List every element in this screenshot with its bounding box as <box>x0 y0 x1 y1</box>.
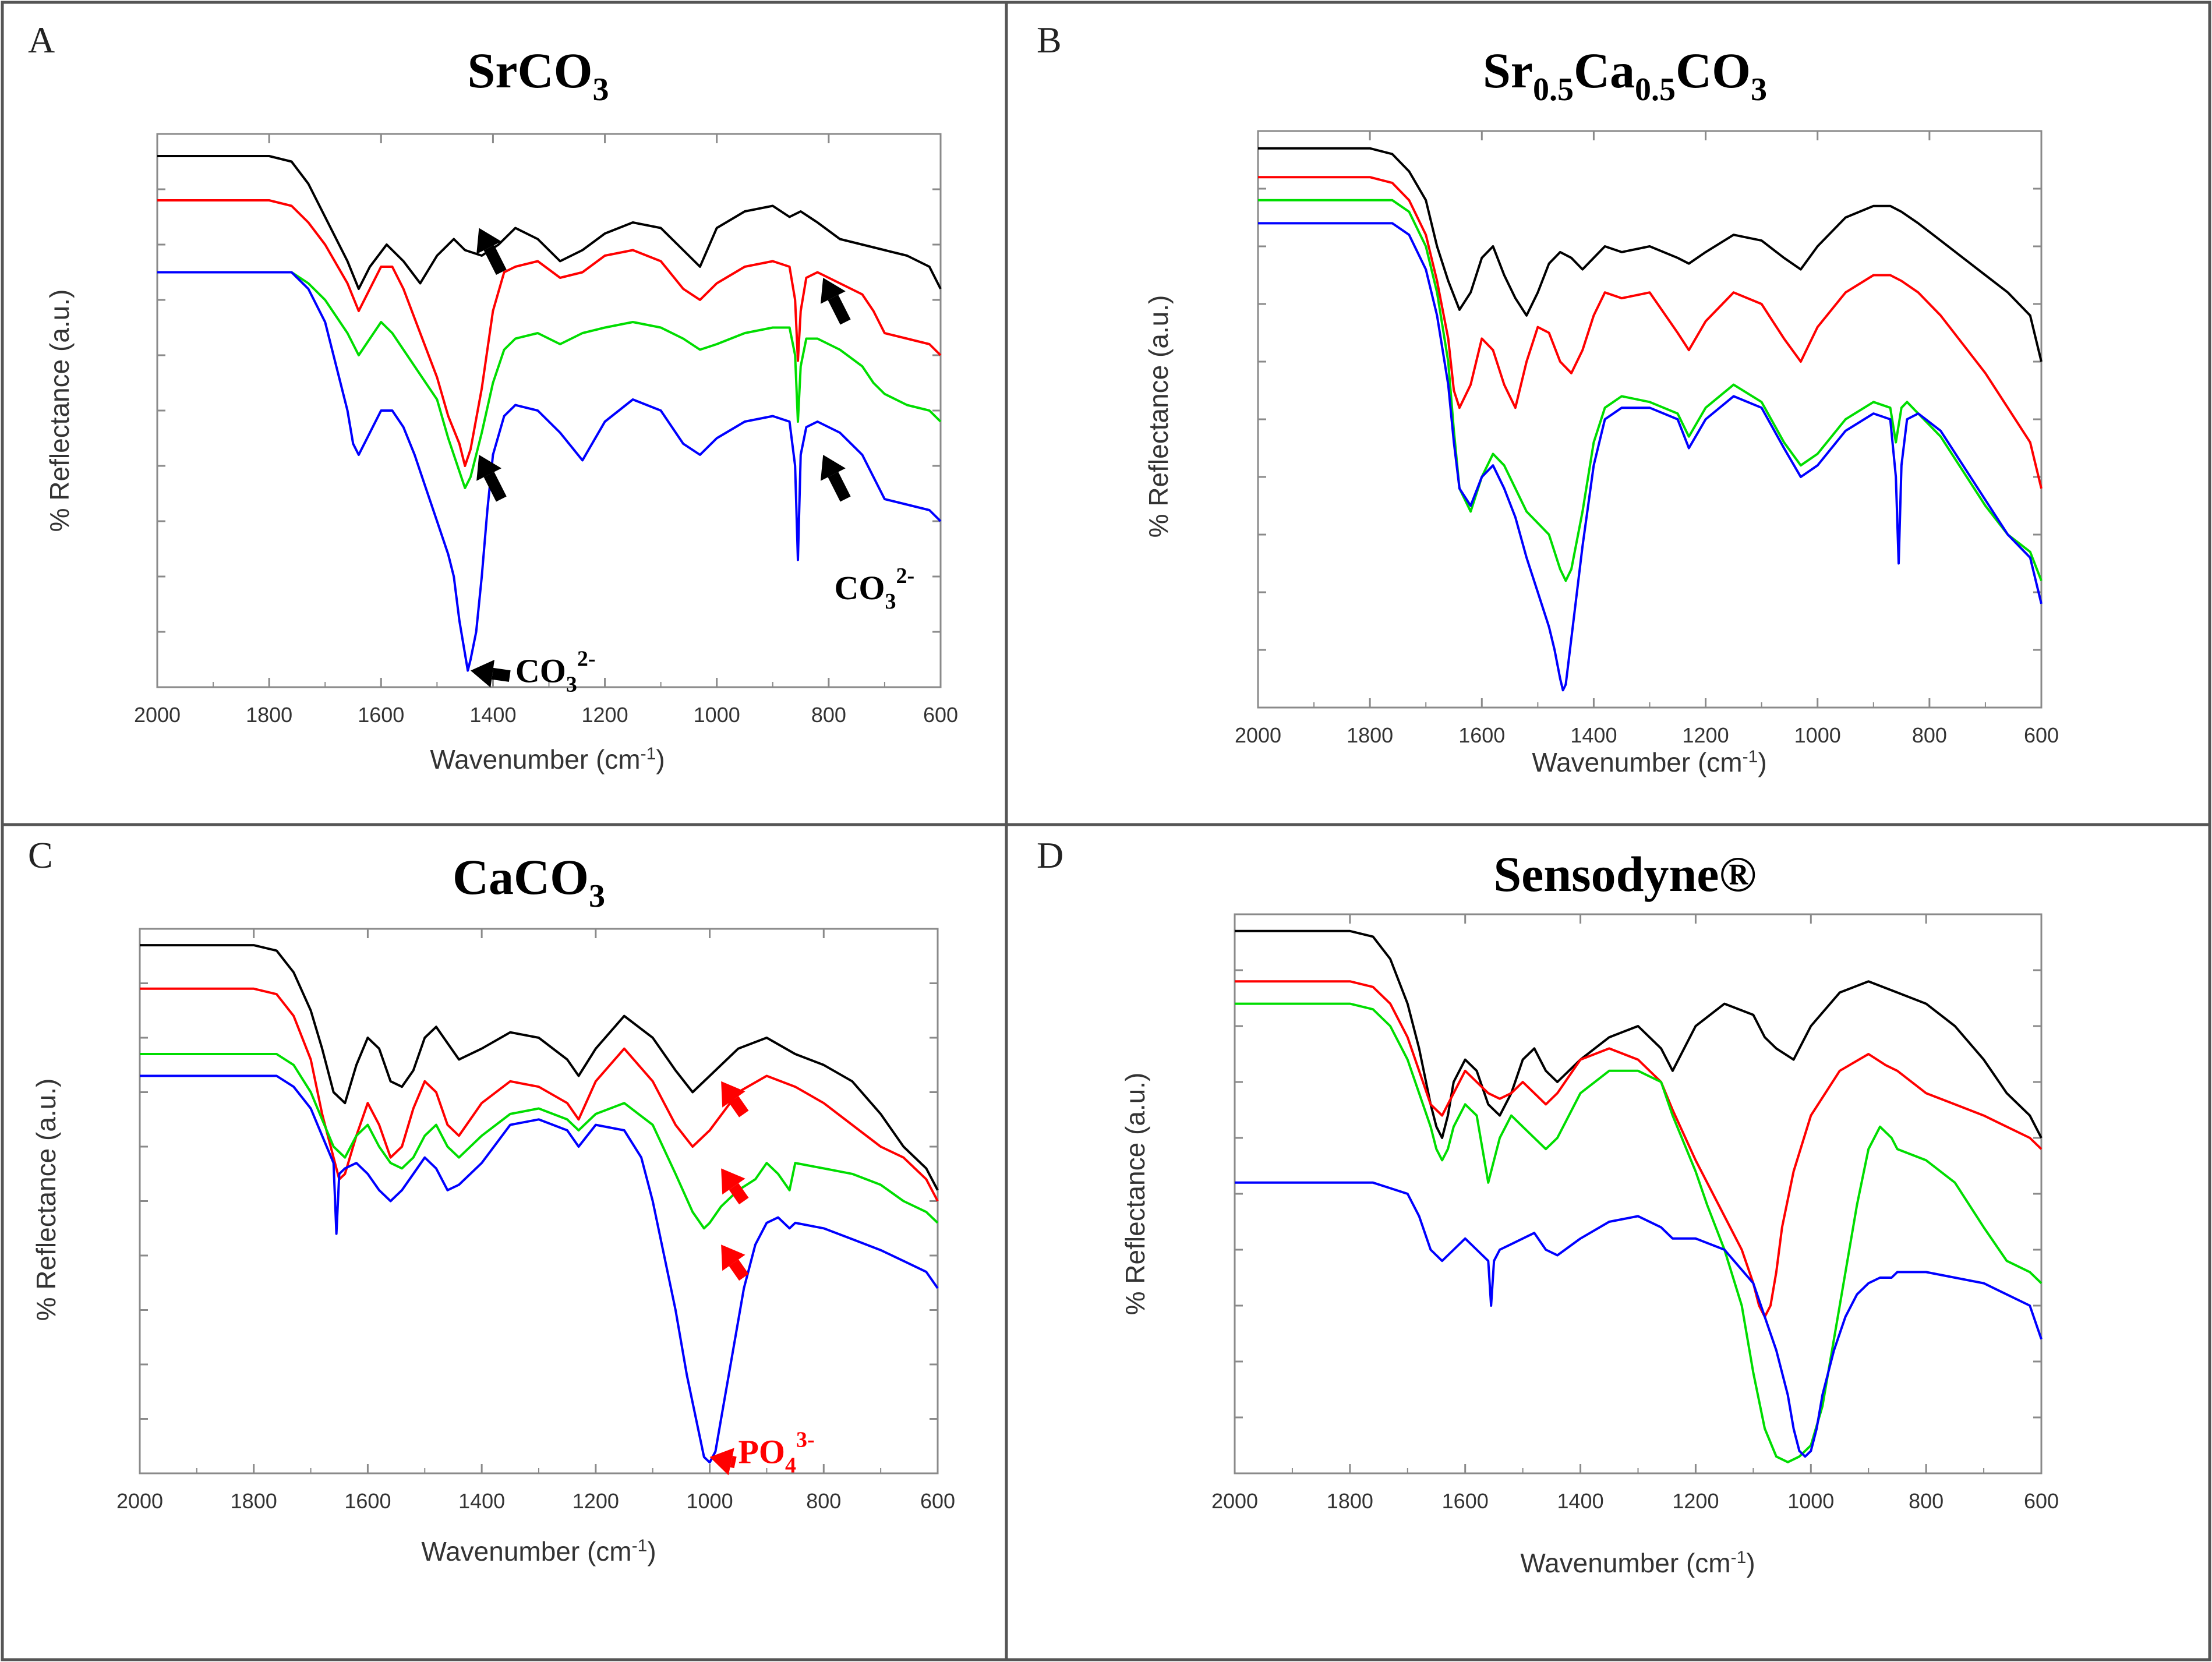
y-axis-label: % Reflectance (a.u.) <box>44 289 75 532</box>
x-tick-label: 1000 <box>1794 723 1841 747</box>
annotation-arrow <box>476 228 507 275</box>
annotation-arrow <box>721 1168 749 1205</box>
x-axis-label: Wavenumber (cm-1) <box>1520 1548 1755 1578</box>
x-tick-label: 1800 <box>246 703 292 727</box>
annotation-arrow <box>721 1244 749 1281</box>
series-line-black <box>140 944 939 1191</box>
chart-panel-b: B Sr0.5Ca0.5CO3 2000 1800 1600 1400 1200 1000 80… <box>1037 19 2059 777</box>
x-tick-label: 800 <box>1909 1489 1944 1513</box>
x-axis-label: Wavenumber (cm-1) <box>430 744 665 775</box>
x-tick-label: 1600 <box>1442 1489 1489 1513</box>
x-axis-label: Wavenumber (cm-1) <box>421 1536 656 1566</box>
x-tick-label: 1000 <box>694 703 740 727</box>
chart-title: SrCO3 <box>468 43 609 108</box>
x-tick-label: 1400 <box>469 703 516 727</box>
series-line-green <box>157 271 942 489</box>
x-tick-label: 1400 <box>1570 723 1617 747</box>
series-line-green <box>140 1053 939 1230</box>
chart-panel-d: D Sensodyne® 2000 1800 1600 1400 1200 1000 800 60… <box>1037 834 2059 1578</box>
x-tick-label: 1800 <box>231 1489 277 1513</box>
x-tick-label: 800 <box>806 1489 841 1513</box>
series-line-green <box>1235 1002 2043 1463</box>
x-tick-label: 1800 <box>1347 723 1393 747</box>
x-tick-label: 2000 <box>116 1489 163 1513</box>
series-line-black <box>157 155 942 290</box>
y-axis-label: % Reflectance (a.u.) <box>1120 1073 1150 1316</box>
x-tick-label: 1000 <box>687 1489 733 1513</box>
x-tick-label: 2000 <box>134 703 181 727</box>
series-line-red <box>1235 980 2043 1318</box>
chart-panel-c: C CaCO3 2000 1800 1600 1400 1200 1000 800 600 Wave… <box>28 834 955 1566</box>
x-tick-label: 1400 <box>458 1489 505 1513</box>
x-tick-label: 800 <box>811 703 846 727</box>
x-tick-label: 1200 <box>1683 723 1729 747</box>
series-line-red <box>140 987 939 1202</box>
x-tick-label: 1800 <box>1327 1489 1373 1513</box>
x-tick-label: 800 <box>1912 723 1947 747</box>
plot-area <box>139 928 939 1474</box>
x-tick-label: 1200 <box>582 703 628 727</box>
chart-title: Sensodyne® <box>1493 846 1756 902</box>
x-tick-label: 1400 <box>1557 1489 1604 1513</box>
series-line-black <box>1258 147 2043 362</box>
panel-letter: D <box>1037 834 1063 876</box>
series-line-blue <box>140 1074 939 1464</box>
panel-letter: B <box>1037 19 1062 61</box>
x-tick-label: 1600 <box>358 703 404 727</box>
x-tick-label: 600 <box>2024 723 2059 747</box>
chart-title: CaCO3 <box>453 849 605 914</box>
plot-area <box>156 133 942 688</box>
series-line-red <box>1258 176 2043 489</box>
x-tick-label: 1200 <box>573 1489 619 1513</box>
x-axis-label: Wavenumber (cm-1) <box>1532 747 1766 777</box>
annotation-arrow <box>709 1448 737 1476</box>
x-tick-label: 1600 <box>344 1489 391 1513</box>
panel-letter: C <box>28 834 53 876</box>
x-tick-label: 1200 <box>1672 1489 1719 1513</box>
chart-title: Sr0.5Ca0.5CO3 <box>1483 43 1767 108</box>
series-line-blue <box>1235 1181 2043 1458</box>
x-tick-label: 1600 <box>1458 723 1505 747</box>
x-tick-label: 600 <box>920 1489 955 1513</box>
annotation-arrow <box>721 1081 749 1118</box>
series-line-red <box>157 199 942 467</box>
plot-area <box>1257 130 2043 709</box>
x-tick-label: 2000 <box>1211 1489 1258 1513</box>
series-line-blue <box>157 271 942 672</box>
plot-area <box>1234 913 2043 1474</box>
annotation-label: CO32- <box>515 647 596 697</box>
annotation-label: PO43- <box>738 1428 815 1478</box>
x-tick-label: 600 <box>2024 1489 2059 1513</box>
series-line-blue <box>1258 222 2043 692</box>
chart-panel-a: A SrCO3 2000 1800 1600 1400 1200 1000 800 600 Wave… <box>28 19 958 775</box>
y-axis-label: % Reflectance (a.u.) <box>1143 295 1174 538</box>
annotation-arrow <box>476 455 507 502</box>
x-tick-label: 2000 <box>1235 723 1281 747</box>
y-axis-label: % Reflectance (a.u.) <box>31 1078 61 1321</box>
x-tick-label: 600 <box>923 703 958 727</box>
annotation-arrow <box>820 278 851 325</box>
x-tick-label: 1000 <box>1787 1489 1834 1513</box>
annotation-arrow <box>820 455 851 502</box>
annotation-arrow <box>471 660 511 688</box>
panel-letter: A <box>28 19 55 61</box>
annotation-label: CO32- <box>834 564 914 614</box>
